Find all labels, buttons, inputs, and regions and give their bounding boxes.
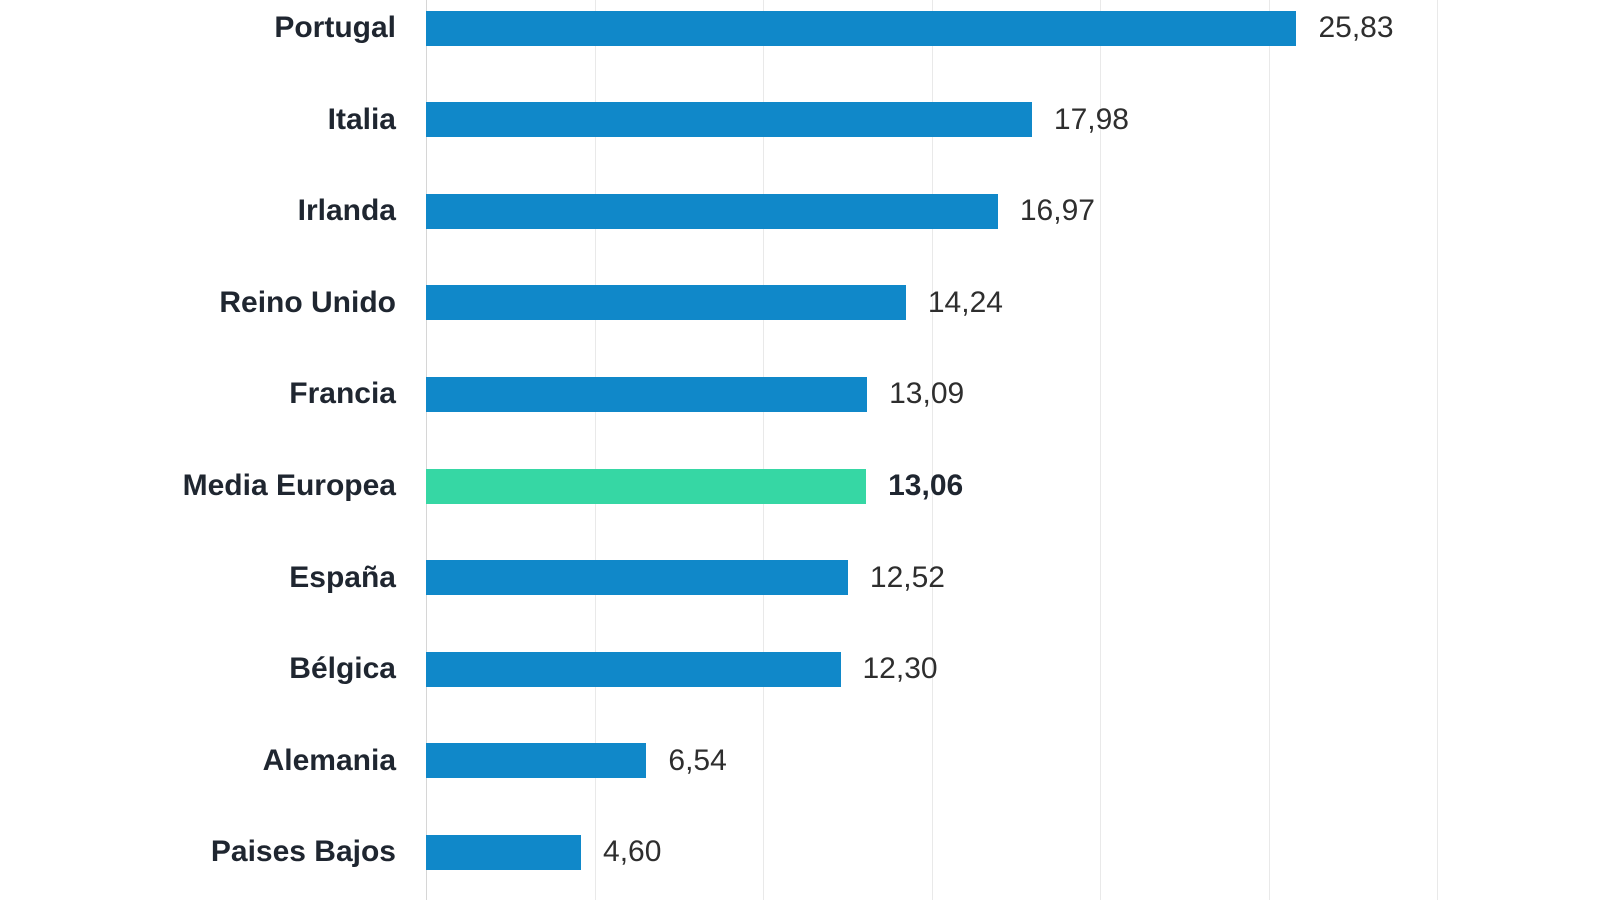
category-label-portugal: Portugal [274, 11, 396, 44]
bar-espana [426, 560, 848, 596]
value-label-portugal: 25,83 [1318, 11, 1394, 44]
category-label-paises-bajos: Paises Bajos [210, 835, 396, 869]
gridline-x-20 [1100, 0, 1101, 900]
category-label-alemania: Alemania [262, 743, 396, 777]
bar-reino-unido [426, 285, 906, 321]
value-label-reino-unido: 14,24 [927, 285, 1003, 319]
value-label-italia: 17,98 [1053, 102, 1129, 136]
value-label-irlanda: 16,97 [1019, 194, 1095, 228]
category-label-belgica: Bélgica [289, 652, 396, 686]
value-label-media-europea: 13,06 [888, 469, 964, 502]
bar-paises-bajos [426, 834, 582, 870]
bar-francia [426, 376, 868, 412]
bar-italia [426, 102, 1032, 138]
category-label-francia: Francia [289, 377, 396, 411]
value-label-espana: 12,52 [869, 560, 945, 594]
category-label-espana: España [289, 560, 396, 594]
value-label-alemania: 6,54 [668, 743, 727, 777]
category-label-reino-unido: Reino Unido [219, 285, 396, 319]
gridline-x-10 [763, 0, 764, 900]
bar-belgica [426, 651, 841, 687]
category-label-italia: Italia [327, 102, 396, 136]
value-label-francia: 13,09 [889, 377, 965, 411]
bar-media-europea [426, 468, 867, 504]
bar-alemania [426, 743, 647, 779]
y-axis-line [426, 0, 427, 900]
category-label-irlanda: Irlanda [297, 194, 396, 228]
value-label-belgica: 12,30 [862, 652, 938, 686]
gridline-x-15 [931, 0, 933, 900]
gridline-x-25 [1268, 0, 1270, 900]
category-label-media-europea: Media Europea [182, 469, 396, 502]
bar-portugal [426, 10, 1297, 46]
bar-irlanda [426, 193, 998, 229]
gridline-x-30 [1437, 0, 1438, 900]
value-label-paises-bajos: 4,60 [603, 835, 662, 869]
gridline-x-5 [594, 0, 596, 900]
